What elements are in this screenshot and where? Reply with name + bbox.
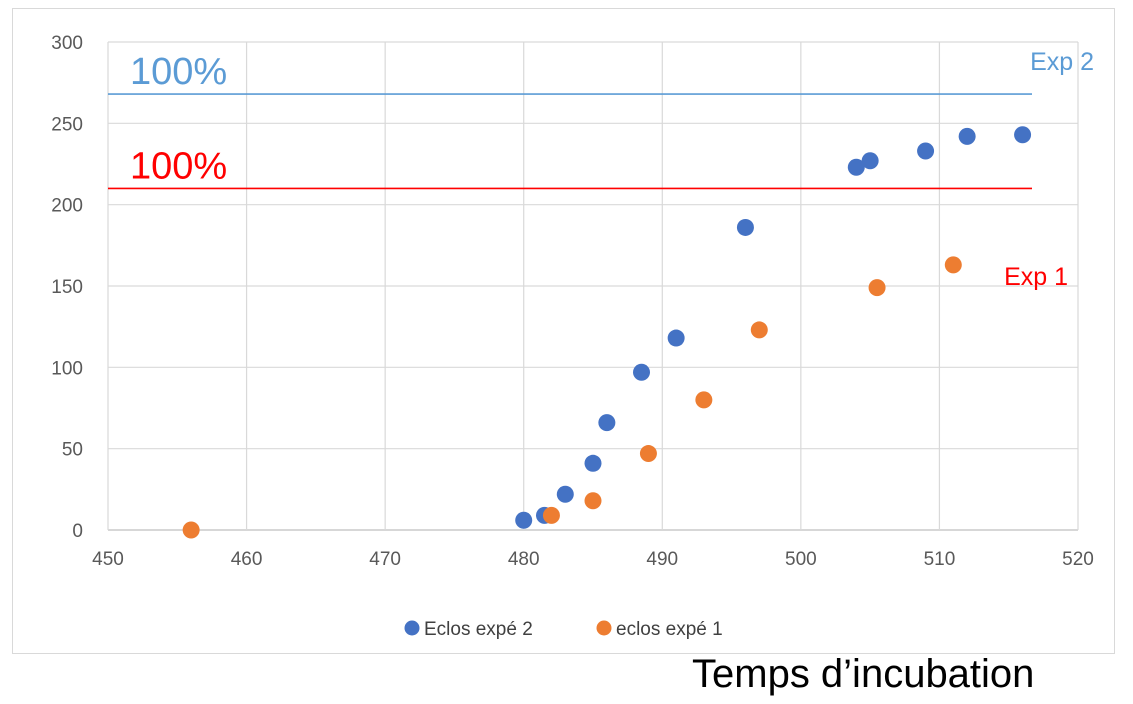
data-point <box>667 329 685 347</box>
y-tick-label: 250 <box>51 114 83 135</box>
chart-frame <box>12 8 1115 654</box>
y-tick-label: 300 <box>51 33 83 54</box>
x-tick-label: 500 <box>785 549 817 570</box>
data-point <box>944 256 962 274</box>
data-point <box>542 506 560 524</box>
data-point <box>515 511 533 529</box>
data-point <box>556 485 574 503</box>
data-point <box>861 152 879 170</box>
x-tick-label: 510 <box>924 549 956 570</box>
y-tick-label: 50 <box>62 440 83 461</box>
x-axis-title: Temps d’incubation <box>692 652 1035 696</box>
data-point <box>847 158 865 176</box>
data-point <box>639 445 657 463</box>
y-tick-label: 0 <box>72 521 83 542</box>
data-point <box>736 218 754 236</box>
x-tick-label: 520 <box>1062 549 1094 570</box>
x-tick-label: 470 <box>369 549 401 570</box>
x-tick-label: 450 <box>92 549 124 570</box>
data-point <box>584 492 602 510</box>
legend: Eclos expé 2 eclos expé 1 <box>404 619 723 640</box>
x-tick-label: 480 <box>508 549 540 570</box>
data-point <box>750 321 768 339</box>
y-tick-label: 100 <box>51 358 83 379</box>
reference-lines: 100% Exp 2 100% Exp 1 <box>108 48 1094 291</box>
data-point <box>584 454 602 472</box>
data-point <box>958 127 976 145</box>
legend-marker <box>404 620 420 636</box>
reference-line-end-label: Exp 1 <box>1004 263 1068 291</box>
tick-labels: 0 50 100 150 200 250 300 450 460 470 480 490 500 510 5… <box>51 33 1094 570</box>
data-point <box>917 142 935 160</box>
legend-entry: Eclos expé 2 <box>424 619 533 640</box>
data-point <box>182 521 200 539</box>
reference-line-end-label: Exp 2 <box>1030 48 1094 76</box>
data-point <box>633 363 650 381</box>
x-tick-label: 490 <box>646 549 678 570</box>
grid-lines <box>107 41 1079 531</box>
legend-marker <box>596 620 612 636</box>
y-tick-label: 150 <box>51 277 83 298</box>
reference-line-label: 100% <box>130 145 227 187</box>
data-point <box>1014 126 1032 144</box>
x-tick-label: 460 <box>231 549 263 570</box>
y-tick-label: 200 <box>51 196 83 217</box>
data-point <box>695 391 713 409</box>
reference-line-label: 100% <box>130 51 227 93</box>
data-point <box>868 279 886 297</box>
data-points <box>182 126 1032 539</box>
frame-mask <box>0 654 1133 704</box>
data-point <box>598 414 616 432</box>
legend-entry: eclos expé 1 <box>616 619 723 640</box>
